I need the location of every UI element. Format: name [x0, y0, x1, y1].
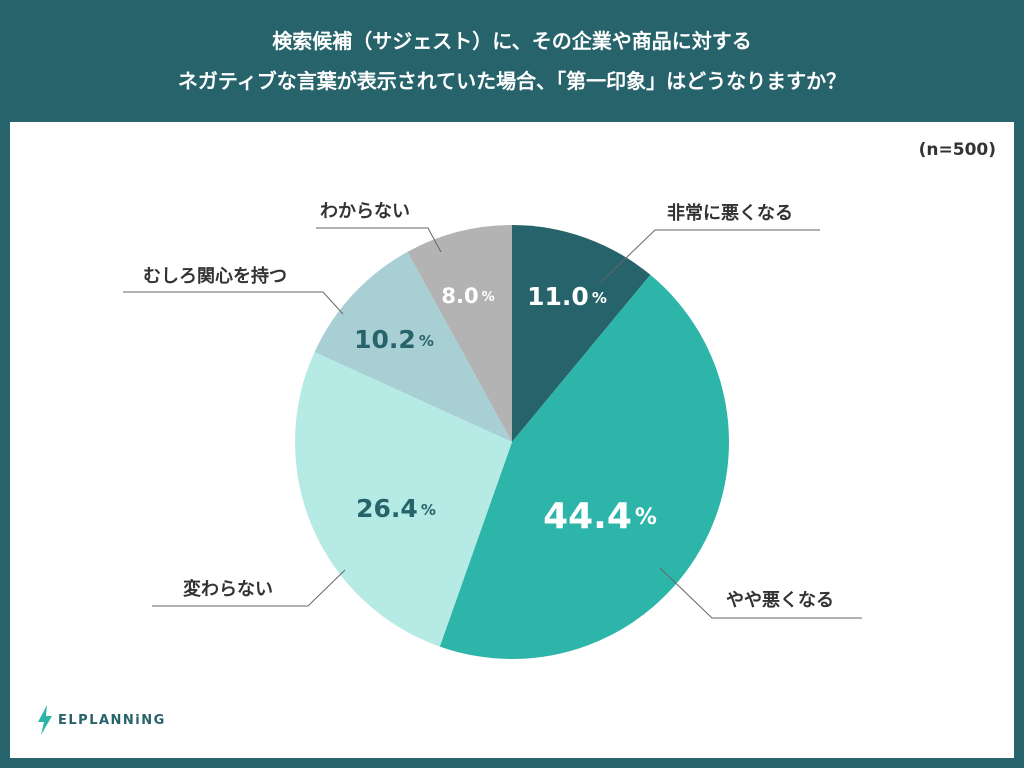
slice-value-label: 44.4% [543, 496, 657, 537]
chart-title: 検索候補（サジェスト）に、その企業や商品に対する ネガティブな言葉が表示されてい… [0, 0, 1024, 122]
category-label: やや悪くなる [726, 590, 834, 611]
logo-text: ELPLANNiNG [58, 712, 166, 728]
slice-value-label: 26.4% [356, 494, 436, 523]
chart-title-line-2: ネガティブな言葉が表示されていた場合、「第一印象」はどうなりますか？ [177, 69, 847, 93]
pie-slice [314, 251, 512, 442]
category-label: 非常に悪くなる [667, 202, 793, 224]
category-label: わからない [320, 201, 410, 222]
pie-slice [295, 352, 512, 647]
slice-value-label: 11.0% [527, 282, 607, 311]
slice-value-label: 8.0% [441, 284, 494, 308]
pie-slice [439, 274, 730, 660]
logo: ELPLANNiNG [36, 705, 166, 735]
category-label: 変わらない [183, 578, 273, 600]
category-label: むしろ関心を持つ [143, 265, 287, 287]
pie-slice [512, 225, 651, 442]
leader-line [659, 567, 862, 619]
leader-line [152, 569, 346, 607]
lightning-icon [38, 705, 52, 735]
leader-line [123, 291, 344, 315]
pie-slice [407, 225, 512, 442]
leader-line [599, 229, 820, 284]
sample-size: (n=500) [918, 140, 996, 160]
leader-line [316, 227, 442, 253]
chart-title-line-1: 検索候補（サジェスト）に、その企業や商品に対する [272, 29, 752, 53]
slice-value-label: 10.2% [354, 325, 434, 354]
